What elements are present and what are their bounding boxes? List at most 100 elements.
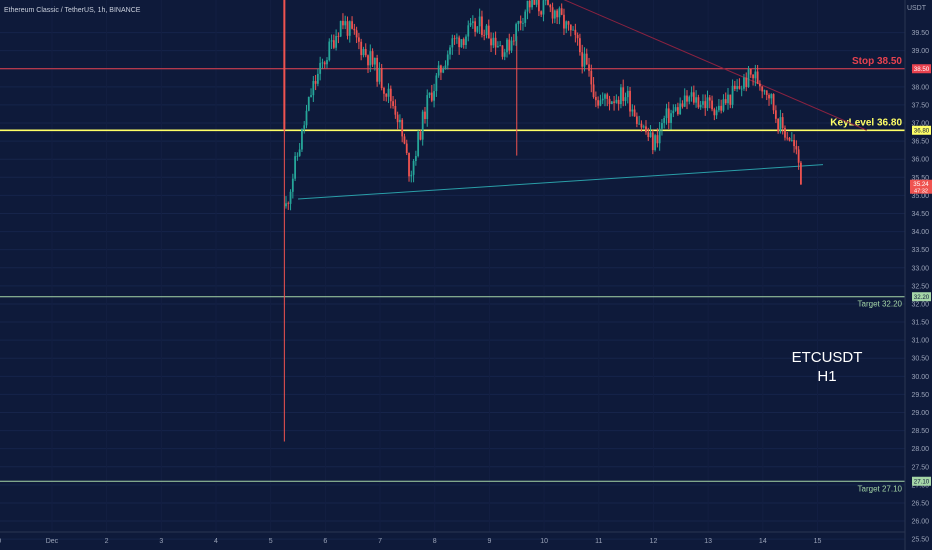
candle-body[interactable] — [665, 108, 668, 118]
candle-body[interactable] — [332, 40, 335, 48]
candle-body[interactable] — [704, 101, 707, 109]
candle-body[interactable] — [492, 37, 495, 46]
candle-body[interactable] — [544, 0, 547, 1]
candle-body[interactable] — [526, 0, 529, 12]
candle-body[interactable] — [421, 111, 424, 140]
candle-body[interactable] — [620, 87, 622, 105]
candle-body[interactable] — [686, 95, 688, 102]
candle-body[interactable] — [574, 29, 577, 35]
candle-body[interactable] — [435, 75, 438, 92]
candle-body[interactable] — [733, 85, 736, 89]
candle-body[interactable] — [542, 0, 545, 15]
candle-body[interactable] — [676, 107, 679, 115]
candle-body[interactable] — [708, 97, 711, 101]
candle-body[interactable] — [535, 0, 538, 5]
candle-body[interactable] — [692, 92, 695, 103]
candle-body[interactable] — [503, 52, 506, 57]
candle-body[interactable] — [531, 0, 533, 8]
candle-body[interactable] — [440, 65, 442, 73]
candle-body[interactable] — [519, 20, 522, 24]
candle-body[interactable] — [455, 37, 458, 39]
candle-body[interactable] — [772, 94, 775, 111]
candle-body[interactable] — [467, 25, 470, 37]
candle-body[interactable] — [572, 29, 574, 31]
candle-body[interactable] — [683, 95, 686, 107]
candle-body[interactable] — [301, 128, 303, 150]
candle-body[interactable] — [412, 161, 415, 175]
candle-body[interactable] — [458, 37, 461, 48]
candle-body[interactable] — [437, 65, 440, 76]
candle-body[interactable] — [285, 203, 287, 207]
candle-body[interactable] — [722, 99, 725, 111]
candle-body[interactable] — [640, 123, 643, 128]
candle-body[interactable] — [380, 67, 383, 89]
candle-body[interactable] — [649, 132, 652, 138]
trendline[interactable] — [297, 164, 824, 200]
candle-body[interactable] — [387, 88, 390, 97]
candle-body[interactable] — [522, 22, 524, 24]
candle-body[interactable] — [319, 62, 322, 74]
candle-body[interactable] — [485, 25, 488, 35]
candle-body[interactable] — [471, 21, 474, 24]
candle-body[interactable] — [449, 47, 451, 55]
candle-body[interactable] — [790, 140, 793, 141]
candle-body[interactable] — [713, 109, 716, 116]
price-levels[interactable]: Stop 38.50 KeyLevel 36.80 Target 32.20 Targ… — [0, 56, 905, 494]
candle-body[interactable] — [474, 21, 477, 32]
candle-body[interactable] — [294, 156, 297, 179]
candle-body[interactable] — [496, 46, 499, 48]
candle-body[interactable] — [549, 4, 552, 8]
candle-body[interactable] — [569, 24, 572, 31]
candle-body[interactable] — [414, 156, 417, 162]
candle-body[interactable] — [298, 149, 301, 156]
time-axis[interactable]: 30 Dec 2 3 4 5 6 7 8 9 10 11 12 13 14 15 — [0, 531, 905, 545]
candle-body[interactable] — [688, 96, 691, 102]
candle-body[interactable] — [747, 68, 750, 88]
candle-body[interactable] — [788, 137, 791, 141]
candle-body[interactable] — [576, 34, 579, 39]
candle-body[interactable] — [364, 49, 367, 56]
candle-body[interactable] — [494, 37, 497, 48]
candle-body[interactable] — [743, 77, 745, 89]
candle-body[interactable] — [444, 65, 447, 69]
candle-body[interactable] — [631, 109, 634, 112]
candle-body[interactable] — [373, 57, 376, 65]
candle-body[interactable] — [403, 136, 406, 144]
candle-body[interactable] — [759, 83, 761, 87]
candle-body[interactable] — [321, 62, 324, 64]
candle-body[interactable] — [314, 81, 317, 84]
candle-body[interactable] — [389, 88, 392, 102]
candle-body[interactable] — [346, 21, 349, 36]
candle-body[interactable] — [376, 57, 379, 82]
candle-body[interactable] — [287, 203, 290, 205]
candle-body[interactable] — [351, 21, 353, 29]
candle-body[interactable] — [556, 10, 559, 18]
candle-body[interactable] — [289, 191, 292, 204]
candle-body[interactable] — [501, 45, 504, 57]
candle-body[interactable] — [510, 40, 513, 51]
candle-body[interactable] — [305, 110, 308, 126]
candle-body[interactable] — [749, 68, 752, 75]
candle-body[interactable] — [394, 105, 397, 115]
price-axis[interactable]: 39.50 39.00 38.50 38.00 37.50 37.00 36.50 36.00… — [904, 0, 932, 550]
candle-body[interactable] — [765, 90, 768, 95]
candle-body[interactable] — [367, 55, 369, 66]
candle-body[interactable] — [451, 38, 454, 48]
candle-body[interactable] — [563, 14, 565, 29]
candle-body[interactable] — [560, 8, 563, 15]
candle-body[interactable] — [453, 38, 456, 40]
candle-body[interactable] — [417, 131, 420, 157]
candle-body[interactable] — [727, 94, 729, 104]
candle-body[interactable] — [353, 28, 356, 31]
candle-body[interactable] — [558, 8, 561, 18]
candle-body[interactable] — [736, 86, 739, 89]
candle-body[interactable] — [622, 87, 625, 102]
candle-body[interactable] — [594, 96, 597, 101]
candle-body[interactable] — [679, 103, 682, 115]
candle-body[interactable] — [481, 16, 483, 35]
candle-body[interactable] — [695, 97, 698, 103]
candle-body[interactable] — [335, 36, 338, 48]
candle-body[interactable] — [310, 95, 312, 97]
candle-body[interactable] — [337, 36, 340, 37]
candle-body[interactable] — [358, 37, 360, 42]
